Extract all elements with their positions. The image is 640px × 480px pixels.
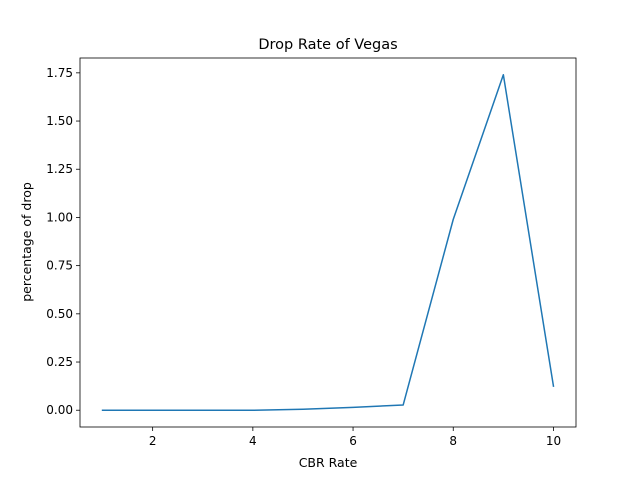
y-axis-ticks: 0.00 0.25 0.50 0.75 1.00 1.25 1.50 1.75 [46,66,80,417]
series-line [101,74,555,411]
x-tick-label: 2 [149,434,157,448]
plot-frame [79,57,577,428]
y-tick-label: 1.25 [46,162,73,176]
y-tick-label: 0.50 [46,307,73,321]
x-axis-label: CBR Rate [299,455,358,470]
x-tick-label: 6 [349,434,357,448]
chart-title: Drop Rate of Vegas [258,37,397,53]
x-tick-label: 8 [449,434,457,448]
y-tick-label: 1.00 [46,210,73,224]
y-tick-label: 0.00 [46,403,73,417]
y-tick-label: 1.50 [46,114,73,128]
x-axis-ticks: 2 4 6 8 10 [149,427,561,448]
y-axis-label: percentage of drop [19,182,34,302]
y-tick-label: 0.25 [46,355,73,369]
y-tick-label: 1.75 [46,66,73,80]
y-tick-label: 0.75 [46,259,73,273]
series-layer [101,74,555,411]
x-tick-label: 4 [249,434,257,448]
plot-area [79,57,577,428]
x-tick-label: 10 [546,434,561,448]
